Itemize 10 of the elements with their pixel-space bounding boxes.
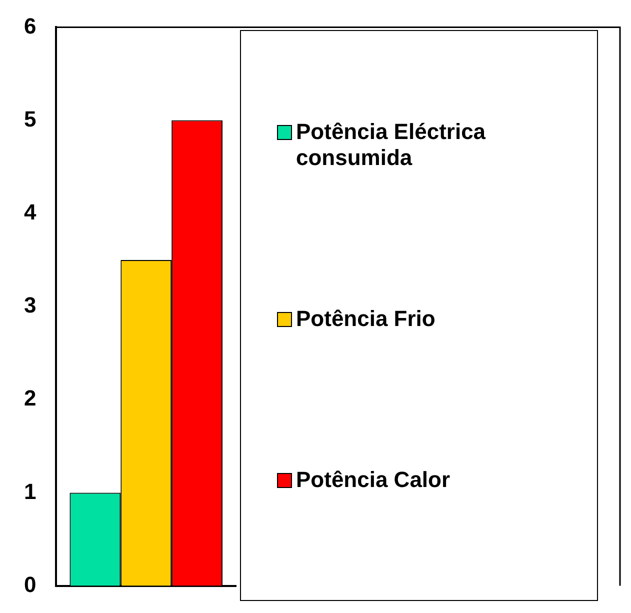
y-tick-label: 1	[24, 478, 36, 504]
y-tick-label: 2	[24, 386, 36, 411]
y-tick-label: 5	[24, 106, 36, 132]
legend-label: Potência Calor	[296, 466, 450, 492]
y-tick-label: 3	[24, 292, 36, 318]
legend-label: Potência Eléctrica consumida	[296, 118, 487, 170]
y-tick-label: 4	[24, 199, 37, 224]
y-tick-label: 0	[24, 572, 36, 597]
legend-label: Potência Frio	[296, 306, 436, 332]
y-tick-label: 6	[24, 13, 36, 38]
